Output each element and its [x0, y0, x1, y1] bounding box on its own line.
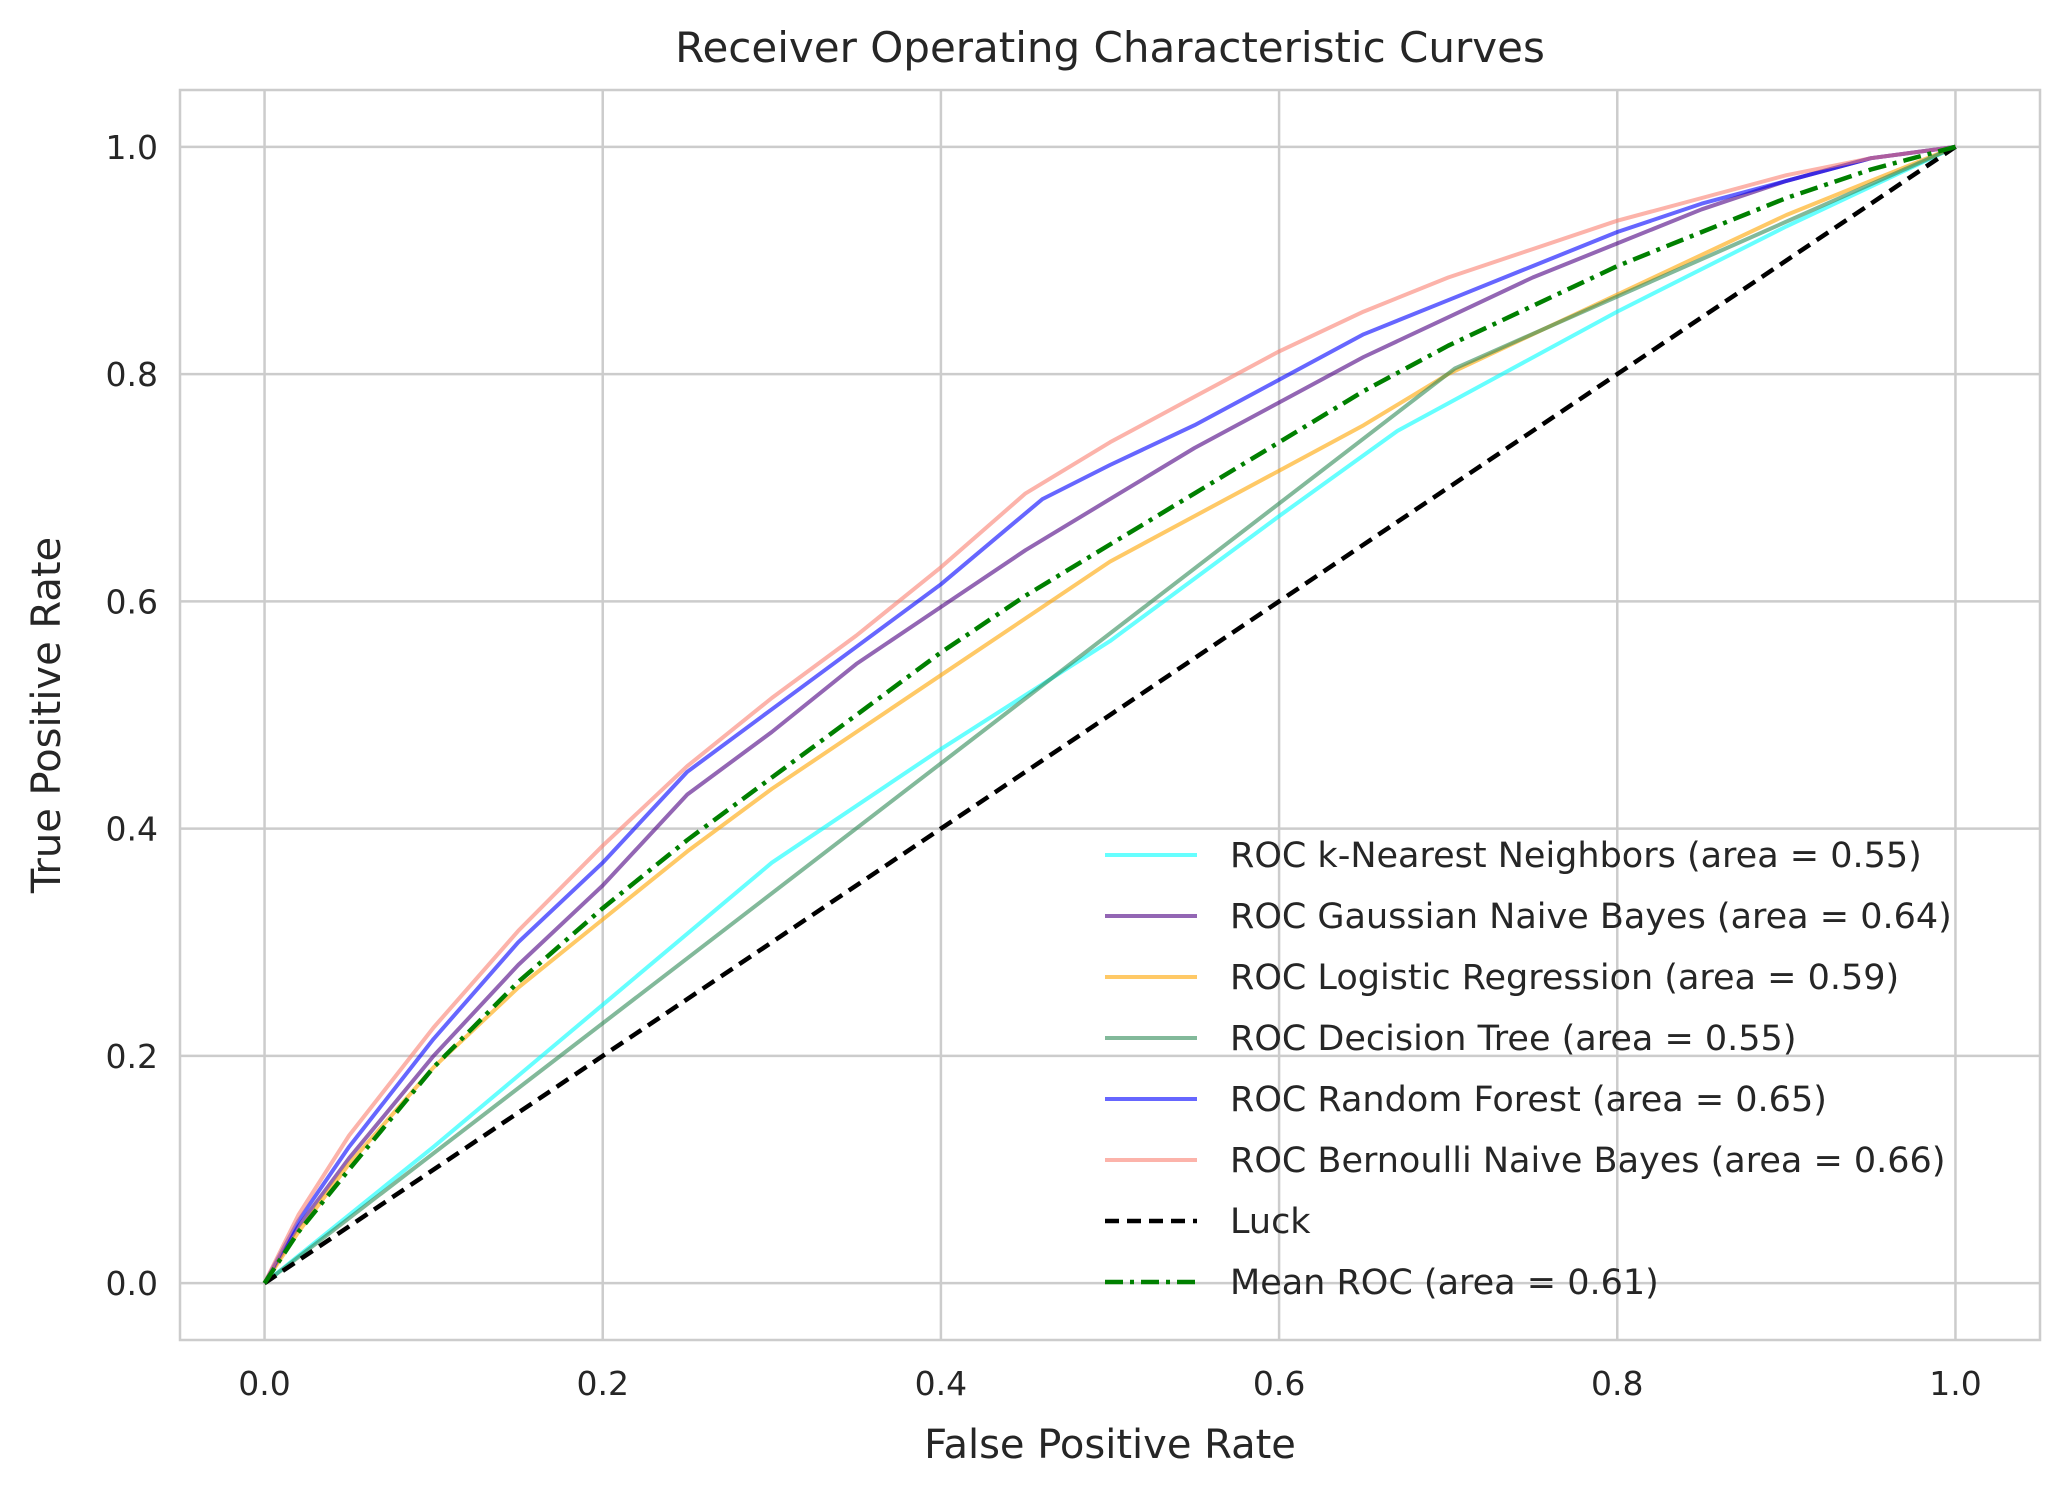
legend-label: ROC Gaussian Naive Bayes (area = 0.64) [1230, 897, 1952, 937]
legend-label: Luck [1230, 1202, 1311, 1242]
y-tick-label: 0.0 [106, 1264, 158, 1303]
chart-title: Receiver Operating Characteristic Curves [675, 23, 1545, 72]
x-tick-label: 0.0 [238, 1364, 290, 1403]
legend-label: ROC k-Nearest Neighbors (area = 0.55) [1230, 836, 1922, 876]
series-line-roc-bernoulli-naive-bayes-area-0-66 [262, 144, 1956, 1285]
series-line-roc-k-nearest-neighbors-area-0-55 [263, 144, 1957, 1285]
legend-label: ROC Decision Tree (area = 0.55) [1230, 1019, 1796, 1059]
series-line-mean-roc-area-0-61 [262, 144, 1957, 1285]
series-line-roc-gaussian-naive-bayes-area-0-64 [262, 144, 1956, 1285]
x-axis-label: False Positive Rate [924, 1422, 1296, 1468]
x-tick-label: 0.6 [1253, 1364, 1305, 1403]
legend-label: ROC Bernoulli Naive Bayes (area = 0.66) [1230, 1141, 1945, 1181]
legend-label: ROC Random Forest (area = 0.65) [1230, 1080, 1827, 1120]
y-tick-label: 1.0 [106, 128, 158, 167]
tick-labels: 0.0 0.2 0.4 0.6 0.8 1.0 0.0 0.2 0.4 0.6 0.8 1.0 [106, 128, 1982, 1403]
y-tick-label: 0.2 [106, 1037, 158, 1076]
x-tick-label: 1.0 [1929, 1364, 1981, 1403]
y-tick-label: 0.8 [106, 355, 158, 394]
x-tick-label: 0.4 [915, 1364, 967, 1403]
series-line-luck [263, 144, 1957, 1286]
plot-area-frame [178, 88, 2042, 1342]
grid-lines [180, 90, 2040, 1340]
legend-label: ROC Logistic Regression (area = 0.59) [1230, 958, 1899, 998]
y-tick-label: 0.4 [106, 810, 158, 849]
series-layer [262, 144, 1957, 1286]
series-line-roc-decision-tree-area-0-55 [263, 144, 1957, 1285]
y-tick-label: 0.6 [106, 582, 158, 621]
y-axis-label: True Positive Rate [24, 537, 70, 894]
x-tick-label: 0.8 [1591, 1364, 1643, 1403]
series-line-roc-random-forest-area-0-65 [262, 144, 1956, 1285]
legend: ROC k-Nearest Neighbors (area = 0.55) ROC… [1105, 836, 1952, 1303]
x-tick-label: 0.2 [576, 1364, 628, 1403]
legend-label: Mean ROC (area = 0.61) [1230, 1263, 1659, 1303]
